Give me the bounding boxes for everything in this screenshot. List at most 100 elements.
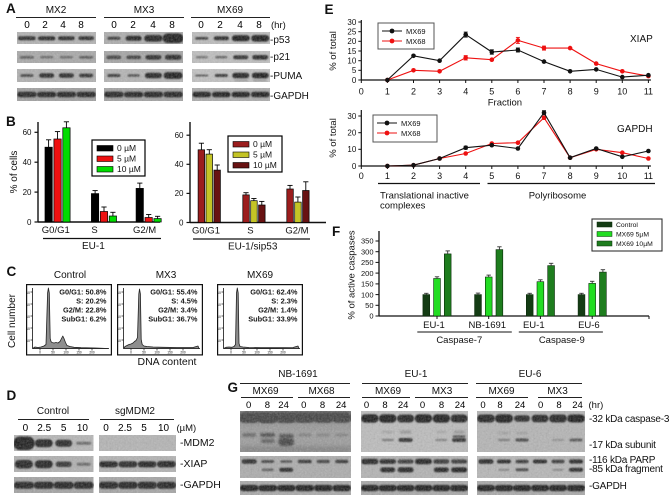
svg-text:200: 200 <box>89 351 95 355</box>
svg-text:200: 200 <box>280 351 286 355</box>
svg-text:G2/M: 22.8%: G2/M: 22.8% <box>63 306 107 315</box>
svg-text:0 µM: 0 µM <box>117 143 136 153</box>
svg-text:0 µM: 0 µM <box>253 139 272 149</box>
svg-text:0: 0 <box>352 162 357 171</box>
svg-text:EU-1: EU-1 <box>423 320 445 331</box>
svg-text:MX69: MX69 <box>401 119 421 128</box>
svg-text:4: 4 <box>463 87 468 97</box>
svg-text:40: 40 <box>23 158 32 167</box>
svg-text:10: 10 <box>217 315 221 319</box>
svg-text:10 µM: 10 µM <box>117 164 141 174</box>
svg-text:MX68: MX68 <box>406 37 426 46</box>
svg-text:3: 3 <box>437 171 442 181</box>
svg-text:60: 60 <box>23 128 32 137</box>
svg-text:complexes: complexes <box>380 201 426 212</box>
svg-text:150: 150 <box>167 351 173 355</box>
svg-text:SubG1: 36.7%: SubG1: 36.7% <box>148 315 198 324</box>
svg-text:10: 10 <box>617 87 627 97</box>
svg-text:10: 10 <box>217 339 221 343</box>
svg-text:30: 30 <box>347 18 356 27</box>
svg-text:11: 11 <box>644 87 653 97</box>
svg-text:Control: Control <box>616 222 638 229</box>
svg-text:25: 25 <box>347 28 356 37</box>
svg-text:4: 4 <box>463 171 468 181</box>
svg-text:11: 11 <box>644 171 653 181</box>
svg-text:10: 10 <box>117 339 121 343</box>
svg-text:10: 10 <box>217 303 221 307</box>
svg-text:150: 150 <box>267 351 273 355</box>
svg-text:S: 4.5%: S: 4.5% <box>171 296 198 305</box>
svg-text:7: 7 <box>541 87 546 97</box>
svg-text:7: 7 <box>541 171 546 181</box>
svg-text:10: 10 <box>347 145 356 154</box>
svg-text:MX69 10µM: MX69 10µM <box>616 241 653 248</box>
svg-text:0: 0 <box>369 312 373 321</box>
svg-text:0: 0 <box>39 351 41 355</box>
svg-text:EU-1/sip53: EU-1/sip53 <box>228 242 278 253</box>
svg-text:10 µM: 10 µM <box>253 160 277 170</box>
svg-text:10: 10 <box>26 315 30 319</box>
svg-text:10: 10 <box>26 327 30 331</box>
svg-text:350: 350 <box>361 237 374 246</box>
svg-text:20: 20 <box>175 189 184 198</box>
svg-text:Polyribosome: Polyribosome <box>529 191 587 202</box>
svg-text:60: 60 <box>175 131 184 140</box>
svg-text:MX69: MX69 <box>406 27 426 36</box>
svg-text:G0/G1: 62.4%: G0/G1: 62.4% <box>250 287 298 296</box>
svg-text:6: 6 <box>515 171 520 181</box>
svg-text:50: 50 <box>242 351 246 355</box>
svg-text:XIAP: XIAP <box>630 34 653 45</box>
svg-text:10: 10 <box>117 291 121 295</box>
svg-text:10: 10 <box>217 291 221 295</box>
svg-text:0: 0 <box>359 171 364 181</box>
svg-text:6: 6 <box>515 87 520 97</box>
svg-text:200: 200 <box>361 269 374 278</box>
svg-text:Caspase-7: Caspase-7 <box>436 335 482 346</box>
svg-text:50: 50 <box>365 301 373 310</box>
svg-text:0: 0 <box>352 76 357 85</box>
svg-text:10: 10 <box>217 327 221 331</box>
svg-text:S: 20.2%: S: 20.2% <box>76 296 107 305</box>
svg-text:Fraction: Fraction <box>488 98 522 109</box>
svg-text:3: 3 <box>437 87 442 97</box>
svg-text:150: 150 <box>361 280 374 289</box>
svg-text:G2/M: G2/M <box>133 225 156 236</box>
svg-text:G0/G1: G0/G1 <box>192 226 220 237</box>
svg-text:50: 50 <box>51 351 55 355</box>
svg-text:MX69 5µM: MX69 5µM <box>616 232 649 239</box>
svg-text:5: 5 <box>352 66 357 75</box>
svg-text:Caspase-9: Caspase-9 <box>539 335 585 346</box>
svg-text:0: 0 <box>179 218 184 227</box>
svg-text:Translational inactive: Translational inactive <box>380 191 469 202</box>
svg-text:SubG1: 6.2%: SubG1: 6.2% <box>61 315 107 324</box>
svg-text:0: 0 <box>27 218 32 227</box>
svg-text:% of total: % of total <box>328 118 339 158</box>
svg-text:10: 10 <box>117 303 121 307</box>
svg-text:MX68: MX68 <box>401 129 421 138</box>
svg-text:10: 10 <box>26 303 30 307</box>
svg-text:10: 10 <box>26 291 30 295</box>
svg-text:300: 300 <box>361 247 374 256</box>
svg-text:S: 2.3%: S: 2.3% <box>271 296 298 305</box>
svg-text:% of cells: % of cells <box>9 151 20 194</box>
svg-text:9: 9 <box>594 171 599 181</box>
svg-text:50: 50 <box>142 351 146 355</box>
svg-text:8: 8 <box>568 171 573 181</box>
svg-text:1: 1 <box>385 87 390 97</box>
svg-text:EU-1: EU-1 <box>523 320 545 331</box>
svg-text:G2/M: 1.4%: G2/M: 1.4% <box>258 306 298 315</box>
svg-text:GAPDH: GAPDH <box>617 124 653 135</box>
svg-text:250: 250 <box>361 258 374 267</box>
svg-text:100: 100 <box>254 351 260 355</box>
svg-text:100: 100 <box>154 351 160 355</box>
svg-text:10: 10 <box>117 315 121 319</box>
svg-text:0: 0 <box>130 351 132 355</box>
svg-text:10: 10 <box>26 339 30 343</box>
svg-text:9: 9 <box>594 87 599 97</box>
svg-text:10: 10 <box>347 57 356 66</box>
svg-text:5: 5 <box>489 87 494 97</box>
svg-text:8: 8 <box>568 87 573 97</box>
svg-text:0: 0 <box>359 87 364 97</box>
svg-text:5 µM: 5 µM <box>253 150 272 160</box>
svg-text:15: 15 <box>347 47 356 56</box>
